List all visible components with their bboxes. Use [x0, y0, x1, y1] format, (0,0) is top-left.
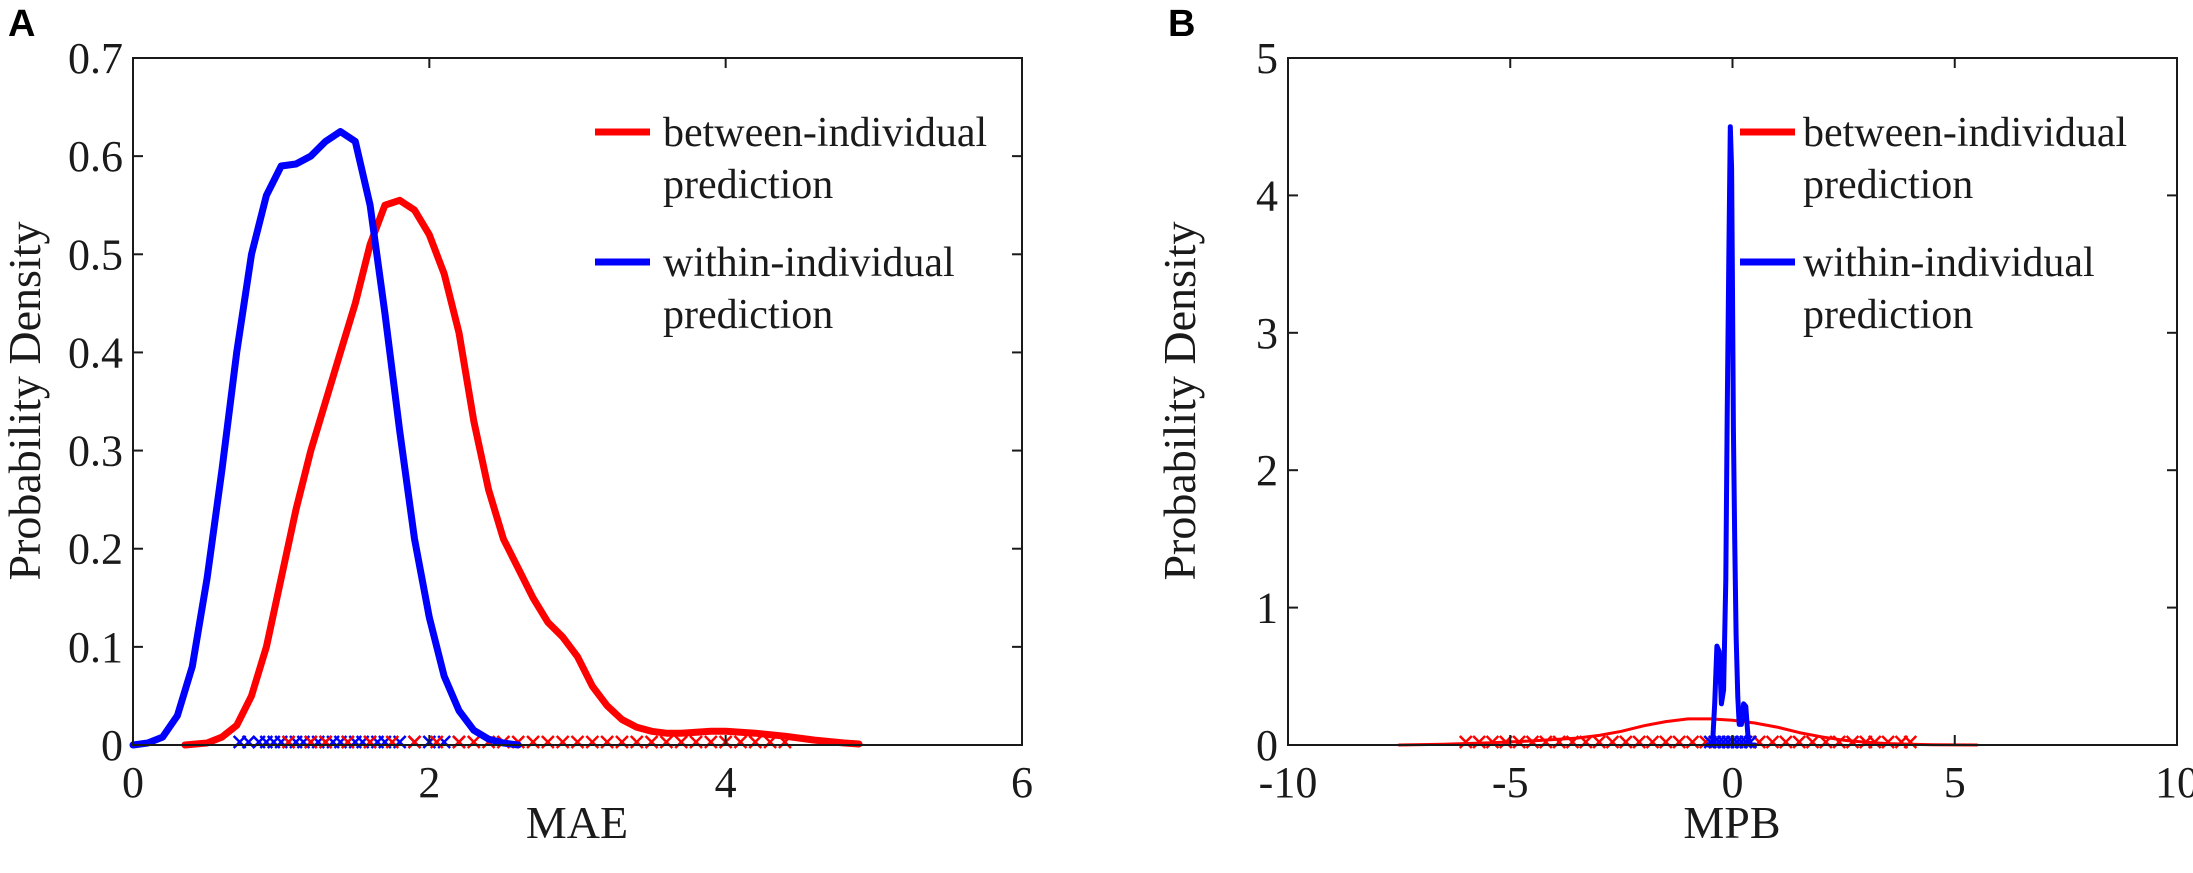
x-tick-label-b-4: 10 [2155, 758, 2193, 807]
plot-area-a [129, 128, 863, 749]
rug-mark-a-1-25 [703, 735, 718, 749]
y-tick-label-b-5: 5 [1256, 34, 1278, 83]
y-tick-label-b-0: 0 [1256, 721, 1278, 770]
rug-mark-a-1-6 [407, 735, 422, 749]
y-tick-label-a-0: 0 [101, 721, 123, 770]
rug-mark-a-1-7 [429, 735, 444, 749]
x-tick-label-a-0: 0 [122, 758, 144, 807]
rug-mark-a-1-15 [555, 735, 570, 749]
rug-mark-a-1-1 [303, 735, 318, 749]
rug-mark-a-1-23 [674, 735, 689, 749]
x-tick-label-b-2: 0 [1722, 758, 1744, 807]
legend-label-within-b-line1: within-individual [1803, 240, 2095, 286]
rug-mark-b-0-11 [1605, 735, 1620, 749]
legend-label-within-a-line1: within-individual [663, 240, 955, 286]
rug-mark-a-1-9 [466, 735, 481, 749]
rug-mark-b-0-22 [1765, 735, 1780, 749]
y-tick-label-a-6: 0.6 [68, 132, 123, 181]
panel-letter-b: B [1168, 3, 1195, 45]
x-tick-label-a-1: 2 [418, 758, 440, 807]
rug-mark-a-1-18 [600, 735, 615, 749]
rug-mark-b-0-14 [1645, 735, 1660, 749]
rug-mark-a-1-28 [748, 735, 763, 749]
rug-mark-b-0-24 [1792, 735, 1807, 749]
legend-label-within-b-line2: prediction [1803, 292, 1973, 338]
legend-label-between-a-line2: prediction [663, 162, 833, 208]
panel-a: A 0 2 4 6 0 0.1 0.2 0.3 0.4 0.5 0.6 0.7 MAE Probabi… [0, 3, 1033, 848]
rug-mark-a-1-2 [318, 735, 333, 749]
series-line-b-0 [1397, 717, 1979, 747]
rug-mark-a-1-22 [659, 735, 674, 749]
rug-mark-a-1-21 [644, 735, 659, 749]
x-axis-label-b: MPB [1683, 797, 1780, 848]
rug-mark-a-1-0 [281, 735, 296, 749]
legend-label-between-b-line1: between-individual [1803, 110, 2127, 156]
axes-box-a [132, 57, 1023, 746]
panel-b: B -10 -5 0 5 10 0 1 2 3 4 5 MPB Probability Densit… [1154, 3, 2193, 848]
y-axis-label-b: Probability Density [1154, 221, 1205, 580]
rug-mark-b-0-6 [1538, 735, 1553, 749]
rug-mark-a-1-4 [363, 735, 377, 749]
y-tick-label-a-7: 0.7 [68, 34, 123, 83]
x-tick-label-b-3: 5 [1944, 758, 1966, 807]
rug-mark-a-1-16 [570, 735, 585, 749]
series-line-a-1 [129, 128, 522, 749]
legend-b: between-individual prediction within-ind… [1740, 110, 2127, 338]
x-tick-label-a-3: 6 [1011, 758, 1033, 807]
rug-mark-b-0-12 [1618, 735, 1633, 749]
rug-mark-a-1-13 [526, 735, 540, 749]
rug-mark-a-1-24 [689, 735, 703, 749]
ticks-b: -10 -5 0 5 10 0 1 2 3 4 5 [1256, 34, 2193, 807]
y-tick-label-a-1: 0.1 [68, 623, 123, 672]
series-line-a-0 [181, 196, 863, 749]
rug-mark-a-1-3 [340, 735, 355, 749]
y-tick-label-b-4: 4 [1256, 171, 1278, 220]
legend-label-between-a-line1: between-individual [663, 110, 987, 156]
y-tick-label-a-4: 0.4 [68, 328, 123, 377]
rug-mark-a-1-27 [733, 735, 748, 749]
y-tick-label-a-3: 0.3 [68, 427, 123, 476]
legend-label-within-a-line2: prediction [663, 292, 833, 338]
rug-mark-a-1-14 [540, 735, 555, 749]
rug-mark-a-1-20 [629, 735, 644, 749]
rug-mark-a-1-8 [452, 735, 466, 749]
rug-mark-b-0-13 [1632, 735, 1647, 749]
rug-mark-b-0-16 [1672, 735, 1687, 749]
series-line-b-1 [1705, 124, 1758, 748]
ticks-a: 0 2 4 6 0 0.1 0.2 0.3 0.4 0.5 0.6 0.7 [68, 34, 1033, 807]
x-axis-label-a: MAE [526, 797, 628, 848]
y-axis-label-a: Probability Density [0, 221, 50, 580]
rug-mark-a-1-19 [615, 735, 629, 749]
rug-mark-a-0-1 [241, 735, 256, 749]
rug-mark-b-0-17 [1685, 735, 1700, 749]
x-tick-label-a-2: 4 [715, 758, 737, 807]
rug-mark-b-0-10 [1592, 735, 1607, 749]
plot-area-b [1397, 124, 1979, 749]
y-tick-label-b-3: 3 [1256, 309, 1278, 358]
rug-mark-a-1-17 [585, 735, 600, 749]
y-tick-label-b-1: 1 [1256, 584, 1278, 633]
y-tick-label-b-2: 2 [1256, 446, 1278, 495]
rug-mark-a-1-5 [385, 735, 400, 749]
x-tick-label-b-0: -10 [1259, 758, 1318, 807]
x-tick-label-b-1: -5 [1492, 758, 1529, 807]
panel-letter-a: A [8, 3, 35, 45]
rug-mark-b-0-15 [1658, 735, 1673, 749]
rug-mark-b-0-33 [1903, 735, 1918, 749]
legend-label-between-b-line2: prediction [1803, 162, 1973, 208]
rug-mark-b-0-25 [1805, 735, 1820, 749]
legend-a: between-individual prediction within-ind… [595, 110, 987, 338]
y-tick-label-a-5: 0.5 [68, 230, 123, 279]
rug-mark-b-0-23 [1778, 735, 1793, 749]
y-tick-label-a-2: 0.2 [68, 525, 123, 574]
